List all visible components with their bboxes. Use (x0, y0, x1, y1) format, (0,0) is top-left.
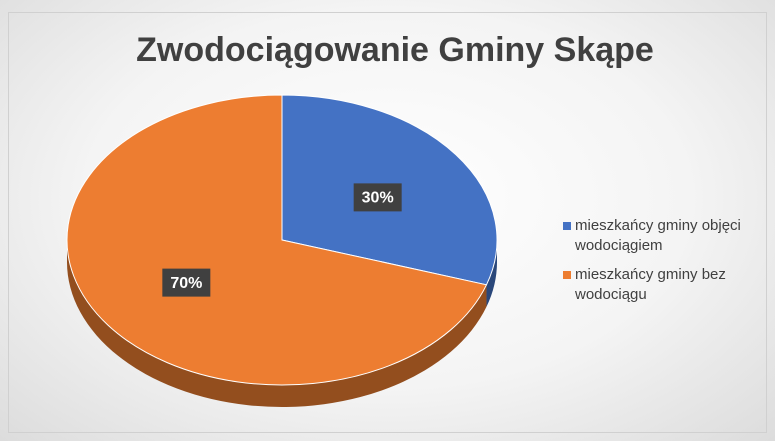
legend-item: mieszkańcy gminy objęci wodociągiem (563, 216, 763, 256)
pie-slice (66, 94, 488, 386)
legend-swatch (563, 222, 571, 230)
legend-label: mieszkańcy gminy bez wodociągu (575, 266, 726, 303)
legend-label: mieszkańcy gminy objęci wodociągiem (575, 217, 741, 254)
pie-side (66, 240, 487, 407)
legend-swatch (563, 271, 571, 279)
frame (8, 12, 767, 433)
data-label-box (162, 268, 211, 297)
chart-title: Zwodociągowanie Gminy Skąpe (136, 31, 654, 69)
data-label: 30% (362, 190, 394, 207)
data-label: 70% (170, 275, 202, 292)
legend-item: mieszkańcy gminy bez wodociągu (563, 265, 763, 305)
data-label-box (353, 183, 402, 212)
